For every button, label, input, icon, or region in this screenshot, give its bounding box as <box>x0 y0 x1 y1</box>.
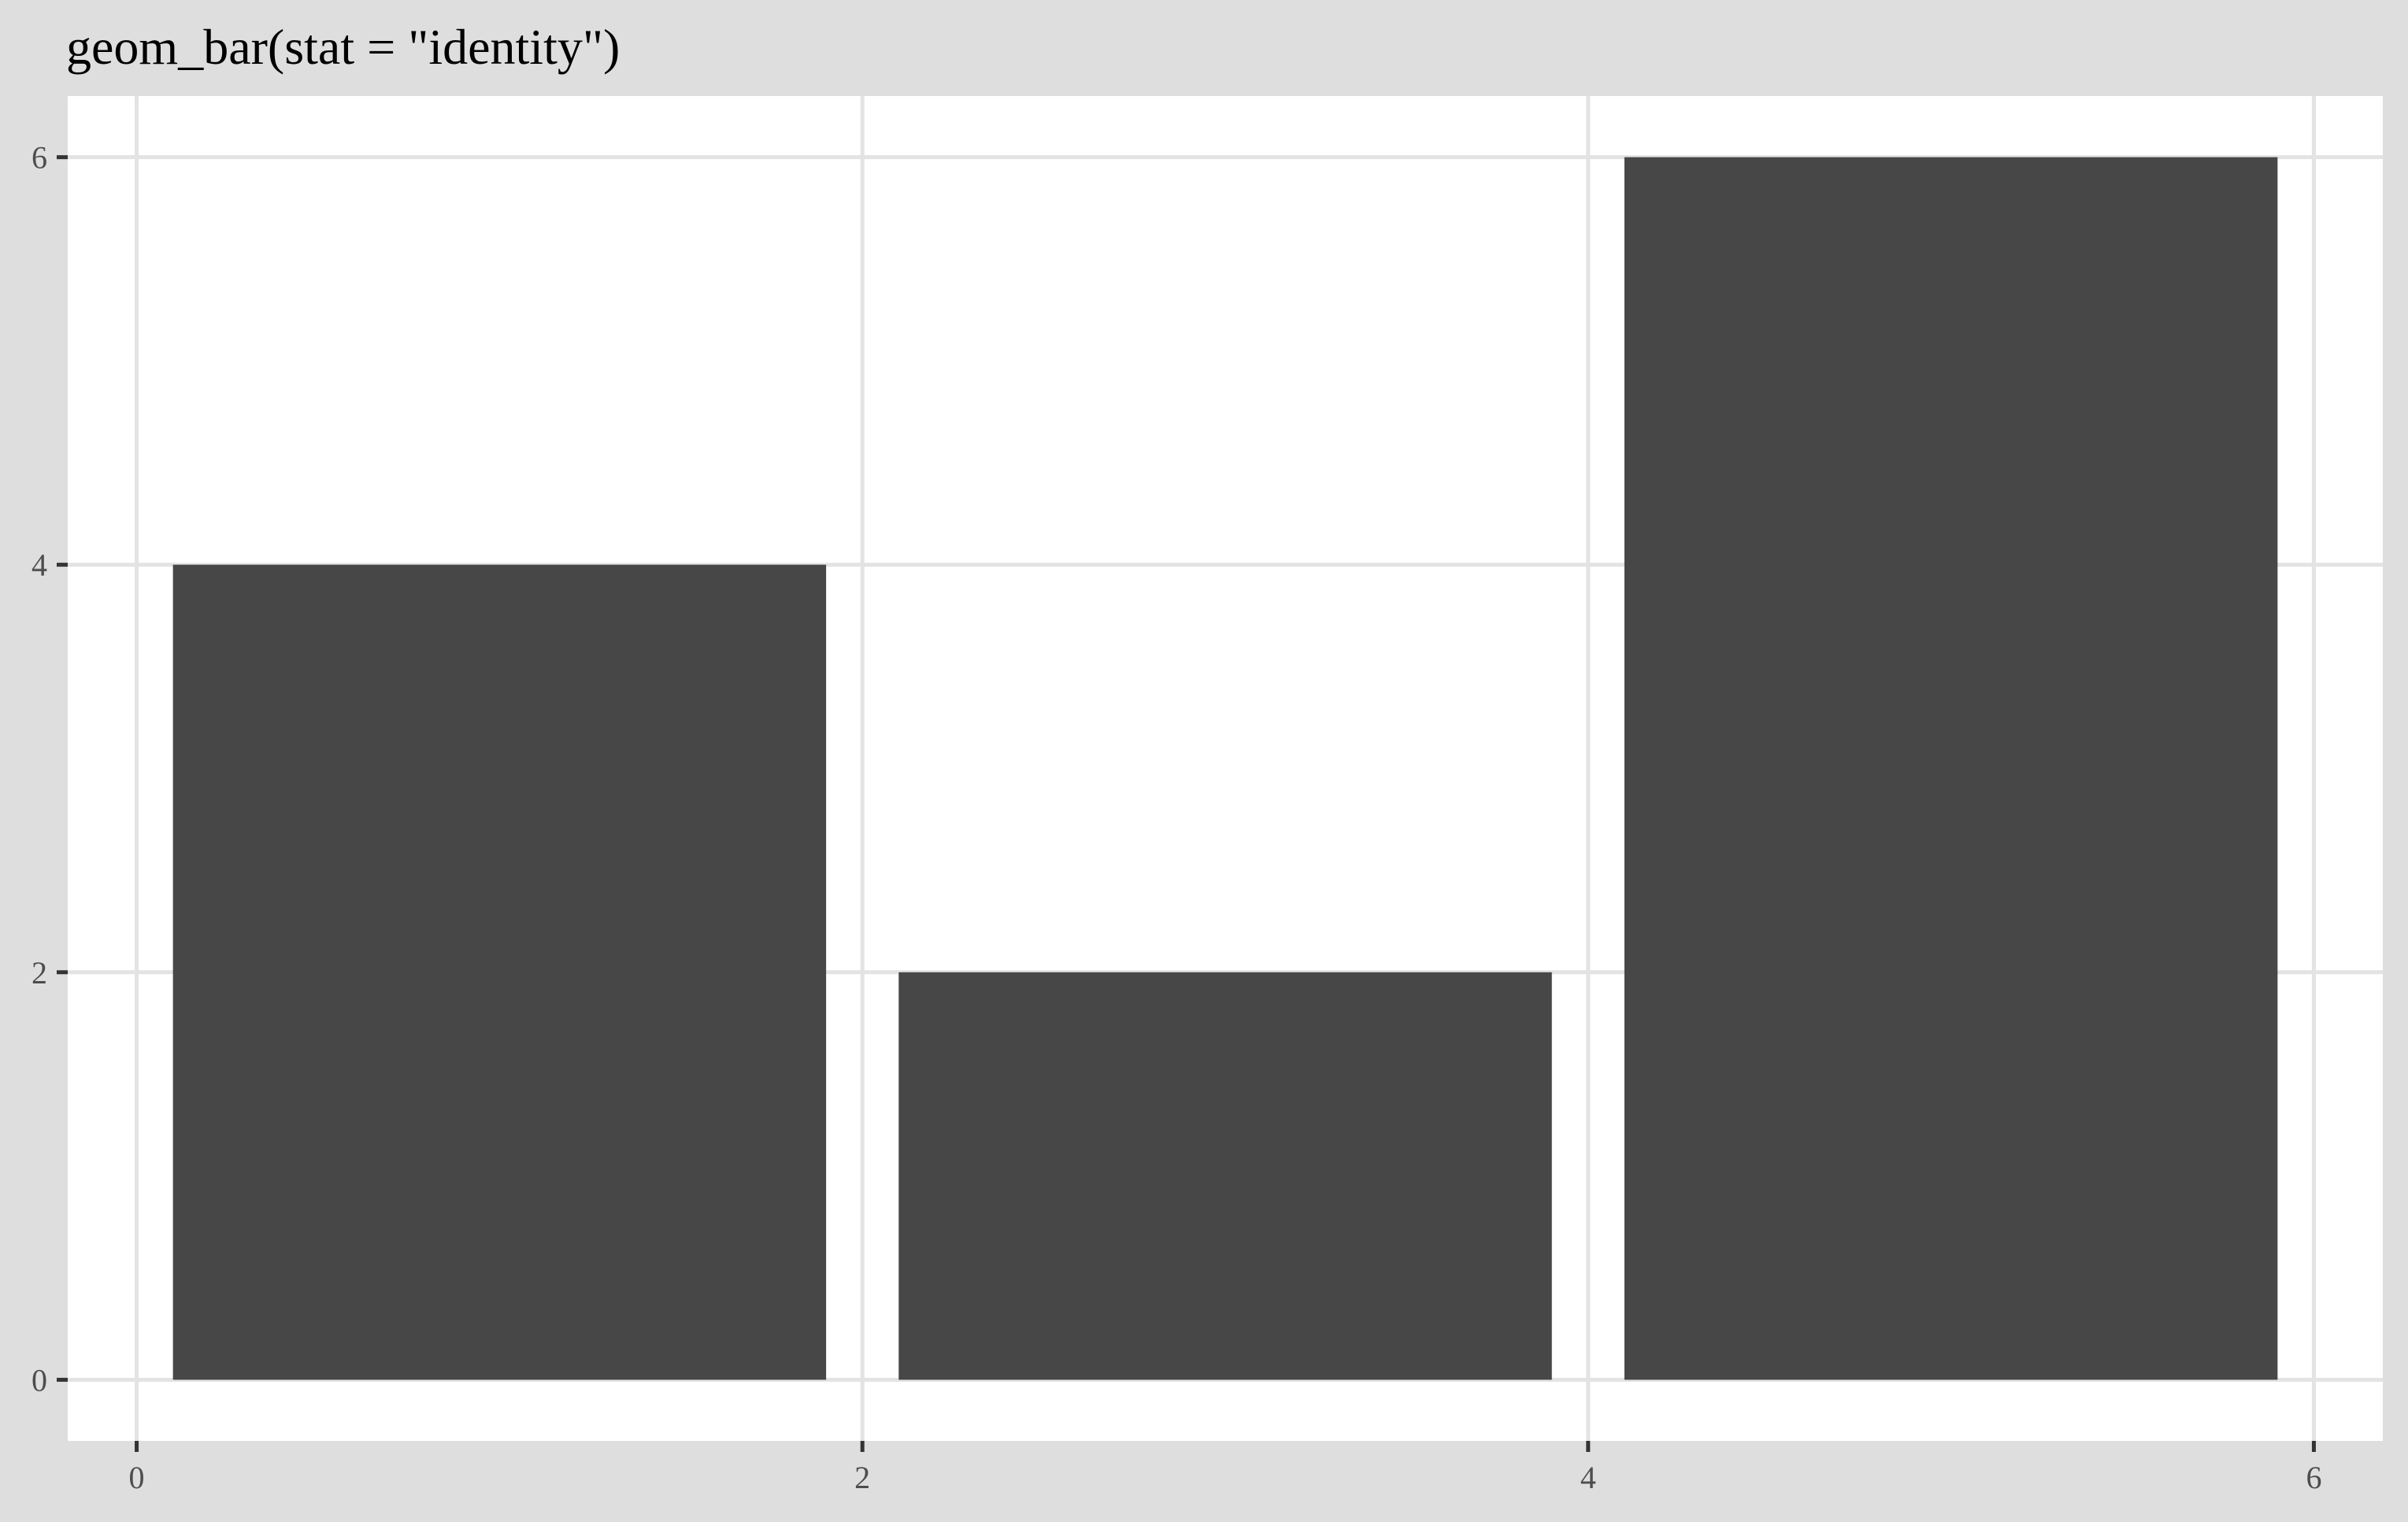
x-tick-label-2: 4 <box>1580 1460 1596 1495</box>
y-tick-label-0: 0 <box>31 1362 47 1398</box>
y-tick-label-1: 2 <box>31 955 47 991</box>
x-tick-label-0: 0 <box>129 1460 145 1495</box>
bar-1 <box>172 565 827 1380</box>
bars <box>172 157 2278 1380</box>
bar-3 <box>1624 157 2278 1380</box>
axis-ticks <box>57 155 2316 1452</box>
y-tick-label-3: 6 <box>31 140 47 176</box>
tick-labels: 0 2 4 6 0 2 4 6 <box>31 140 2321 1495</box>
x-tick-label-1: 2 <box>854 1460 870 1495</box>
x-tick-label-3: 6 <box>2306 1460 2321 1495</box>
y-tick-label-2: 4 <box>31 547 47 583</box>
bar-2 <box>898 972 1552 1380</box>
chart-title: geom_bar(stat = "identity") <box>66 19 621 75</box>
